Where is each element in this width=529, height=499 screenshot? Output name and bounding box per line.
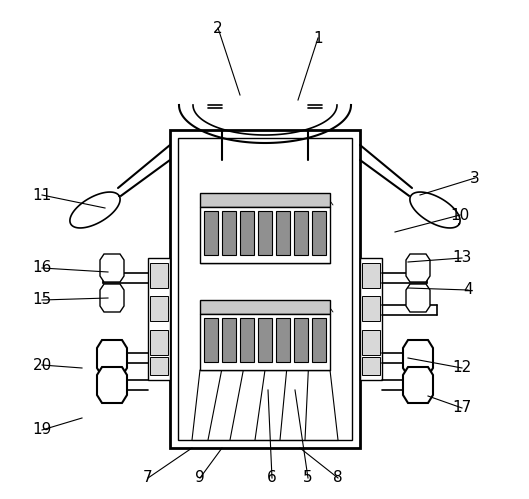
Text: 12: 12 bbox=[452, 360, 472, 376]
Bar bbox=[240, 318, 254, 362]
Text: 17: 17 bbox=[452, 401, 472, 416]
Text: 20: 20 bbox=[32, 357, 52, 372]
Text: 1: 1 bbox=[313, 30, 323, 45]
Bar bbox=[200, 207, 330, 263]
Bar bbox=[170, 130, 360, 448]
Text: 3: 3 bbox=[470, 171, 480, 186]
Bar bbox=[178, 138, 352, 440]
Bar bbox=[150, 330, 168, 355]
Text: 15: 15 bbox=[32, 292, 52, 307]
Text: 9: 9 bbox=[195, 471, 205, 486]
Bar bbox=[294, 211, 308, 255]
Bar bbox=[222, 318, 236, 362]
Polygon shape bbox=[97, 340, 127, 376]
Polygon shape bbox=[100, 254, 124, 282]
Bar bbox=[240, 211, 254, 255]
Bar bbox=[362, 330, 380, 355]
Bar bbox=[258, 211, 272, 255]
Text: 16: 16 bbox=[32, 260, 52, 275]
Polygon shape bbox=[97, 367, 127, 403]
Bar bbox=[204, 211, 218, 255]
Text: 7: 7 bbox=[143, 471, 153, 486]
Bar bbox=[222, 211, 236, 255]
Polygon shape bbox=[406, 254, 430, 282]
Polygon shape bbox=[100, 284, 124, 312]
Bar bbox=[148, 258, 170, 380]
Bar bbox=[150, 263, 168, 288]
Bar bbox=[150, 357, 168, 375]
Text: 19: 19 bbox=[32, 423, 52, 438]
Text: 5: 5 bbox=[303, 471, 313, 486]
Bar bbox=[200, 300, 330, 314]
Text: 4: 4 bbox=[463, 282, 473, 297]
Bar bbox=[276, 318, 290, 362]
Polygon shape bbox=[403, 340, 433, 376]
Bar bbox=[200, 193, 330, 207]
Bar bbox=[312, 211, 326, 255]
Bar bbox=[200, 314, 330, 370]
Polygon shape bbox=[70, 192, 120, 228]
Polygon shape bbox=[403, 367, 433, 403]
Bar bbox=[276, 211, 290, 255]
Bar bbox=[312, 318, 326, 362]
Bar bbox=[258, 318, 272, 362]
Polygon shape bbox=[406, 284, 430, 312]
Bar bbox=[362, 296, 380, 321]
Text: 2: 2 bbox=[213, 20, 223, 35]
Bar bbox=[204, 318, 218, 362]
Bar bbox=[360, 258, 382, 380]
Polygon shape bbox=[410, 192, 460, 228]
Text: 13: 13 bbox=[452, 250, 472, 265]
Text: 10: 10 bbox=[450, 208, 470, 223]
Text: 6: 6 bbox=[267, 471, 277, 486]
Bar bbox=[362, 263, 380, 288]
Text: 11: 11 bbox=[32, 188, 52, 203]
Bar bbox=[150, 296, 168, 321]
Text: 8: 8 bbox=[333, 471, 343, 486]
Bar bbox=[294, 318, 308, 362]
Bar bbox=[362, 357, 380, 375]
